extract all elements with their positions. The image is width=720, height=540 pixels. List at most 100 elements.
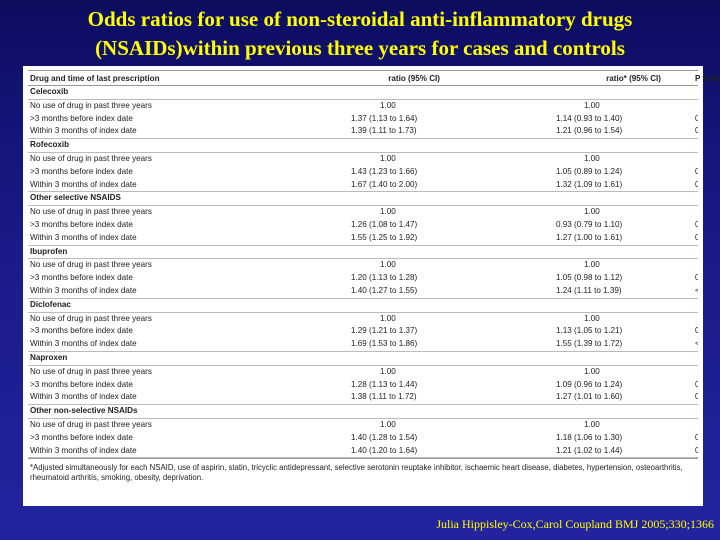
row-ratio: 1.28 (1.13 to 1.44) xyxy=(351,379,418,389)
row-p-value: 0.04 xyxy=(695,392,698,402)
row-adjusted-ratio: 1.14 (0.93 to 1.40) xyxy=(556,113,623,123)
table-row: No use of drug in past three years 1.00 1.… xyxy=(28,152,698,165)
row-label: >3 months before index date xyxy=(30,113,133,123)
group-name: Rofecoxib xyxy=(30,140,70,150)
header-ratio: ratio (95% CI) xyxy=(388,73,440,83)
row-label: >3 months before index date xyxy=(30,326,133,336)
table-group-row: Diclofenac xyxy=(28,298,698,313)
row-label: No use of drug in past three years xyxy=(30,100,152,110)
row-ratio: 1.69 (1.53 to 1.86) xyxy=(351,339,418,349)
row-label: No use of drug in past three years xyxy=(30,153,152,163)
table-group-row: Ibuprofen xyxy=(28,245,698,259)
row-p-value: 0.046 xyxy=(695,232,698,242)
group-name: Ibuprofen xyxy=(30,246,68,256)
table-group-row: Other selective NSAIDS xyxy=(28,192,698,206)
row-label: No use of drug in past three years xyxy=(30,313,152,323)
row-ratio: 1.00 xyxy=(380,260,396,270)
odds-ratio-table: Drug and time of last prescription ratio… xyxy=(28,70,720,458)
row-label: Within 3 months of index date xyxy=(30,285,137,295)
row-ratio: 1.40 (1.28 to 1.54) xyxy=(351,432,418,442)
table-group-row: Celecoxib xyxy=(28,86,698,100)
row-ratio: 1.40 (1.27 to 1.55) xyxy=(351,285,418,295)
table-group-row: Naproxen xyxy=(28,351,698,366)
row-p-value: 0.11 xyxy=(695,126,698,136)
row-adjusted-ratio: 1.32 (1.09 to 1.61) xyxy=(556,179,623,189)
table-group-row: Other non-selective NSAIDs xyxy=(28,405,698,419)
row-label: No use of drug in past three years xyxy=(30,366,152,376)
row-p-value xyxy=(693,365,698,378)
table-row: Within 3 months of index date 1.39 (1.11 … xyxy=(28,125,698,139)
row-p-value xyxy=(693,312,698,325)
table-row: Within 3 months of index date 1.69 (1.53 … xyxy=(28,338,698,352)
table-row: >3 months before index date 1.28 (1.13 to… xyxy=(28,379,698,392)
row-ratio: 1.40 (1.20 to 1.64) xyxy=(351,445,418,455)
row-p-value: 0.002 xyxy=(695,432,698,442)
row-p-value xyxy=(693,418,698,431)
row-adjusted-ratio: 0.93 (0.79 to 1.10) xyxy=(556,219,623,229)
row-p-value xyxy=(693,206,698,219)
row-ratio: 1.00 xyxy=(380,419,396,429)
row-label: >3 months before index date xyxy=(30,219,133,229)
table-header-row: Drug and time of last prescription ratio… xyxy=(28,70,720,86)
row-label: >3 months before index date xyxy=(30,166,133,176)
table-row: No use of drug in past three years 1.00 1.… xyxy=(28,418,698,431)
group-name: Celecoxib xyxy=(30,87,69,96)
table-panel: Drug and time of last prescription ratio… xyxy=(23,66,720,506)
table-row: >3 months before index date 1.20 (1.13 to… xyxy=(28,272,698,285)
row-adjusted-ratio: 1.05 (0.89 to 1.24) xyxy=(556,166,623,176)
group-name: Naproxen xyxy=(30,352,68,362)
table-row: Within 3 months of index date 1.38 (1.11 … xyxy=(28,391,698,405)
row-ratio: 1.38 (1.11 to 1.72) xyxy=(351,392,417,402)
slide-title: Odds ratios for use of non-steroidal ant… xyxy=(0,5,720,63)
group-name: Other selective NSAIDS xyxy=(30,193,121,203)
row-adjusted-ratio: 1.00 xyxy=(584,260,600,270)
row-adjusted-ratio: 1.18 (1.06 to 1.30) xyxy=(556,432,623,442)
row-ratio: 1.29 (1.21 to 1.37) xyxy=(351,326,418,336)
row-label: No use of drug in past three years xyxy=(30,419,152,429)
table-row: No use of drug in past three years 1.00 1.… xyxy=(28,365,698,378)
title-line-1: Odds ratios for use of non-steroidal ant… xyxy=(87,7,633,31)
row-ratio: 1.26 (1.08 to 1.47) xyxy=(351,219,418,229)
row-ratio: 1.20 (1.13 to 1.28) xyxy=(351,273,418,283)
row-p-value: 0.03 xyxy=(695,445,698,455)
row-p-value xyxy=(693,259,698,272)
row-adjusted-ratio: 1.27 (1.00 to 1.61) xyxy=(556,232,623,242)
table-footnote: *Adjusted simultaneously for each NSAID,… xyxy=(28,458,698,483)
table-row: No use of drug in past three years 1.00 1.… xyxy=(28,99,698,112)
table-row: Within 3 months of index date 1.55 (1.25 … xyxy=(28,232,698,246)
row-adjusted-ratio: 1.13 (1.05 to 1.21) xyxy=(556,326,623,336)
header-drug: Drug and time of last prescription xyxy=(30,73,160,83)
row-label: Within 3 months of index date xyxy=(30,392,137,402)
table-row: Within 3 months of index date 1.40 (1.27 … xyxy=(28,285,698,299)
row-ratio: 1.00 xyxy=(380,313,396,323)
row-adjusted-ratio: 1.00 xyxy=(584,207,600,217)
row-adjusted-ratio: 1.00 xyxy=(584,153,600,163)
row-adjusted-ratio: 1.21 (1.02 to 1.44) xyxy=(556,445,623,455)
table-row: No use of drug in past three years 1.00 1.… xyxy=(28,259,698,272)
row-adjusted-ratio: 1.00 xyxy=(584,419,600,429)
row-label: >3 months before index date xyxy=(30,273,133,283)
row-p-value: <0.001 xyxy=(695,339,698,349)
row-label: Within 3 months of index date xyxy=(30,126,137,136)
row-adjusted-ratio: 1.00 xyxy=(584,313,600,323)
table-row: >3 months before index date 1.37 (1.13 to… xyxy=(28,113,698,126)
header-adjusted-ratio: ratio* (95% CI) xyxy=(606,73,661,83)
table-row: Within 3 months of index date 1.67 (1.40 … xyxy=(28,179,698,192)
row-p-value: 0.22 xyxy=(695,113,698,123)
table-row: Within 3 months of index date 1.40 (1.20 … xyxy=(28,445,698,458)
table-row: No use of drug in past three years 1.00 1.… xyxy=(28,312,698,325)
group-name: Other non-selective NSAIDs xyxy=(30,406,138,416)
row-ratio: 1.55 (1.25 to 1.92) xyxy=(351,232,418,242)
table-row: >3 months before index date 1.29 (1.21 to… xyxy=(28,325,698,338)
row-p-value xyxy=(693,152,698,165)
row-adjusted-ratio: 1.00 xyxy=(584,366,600,376)
row-label: No use of drug in past three years xyxy=(30,207,152,217)
row-label: Within 3 months of index date xyxy=(30,339,137,349)
row-p-value: 0.41 xyxy=(695,219,698,229)
group-name: Diclofenac xyxy=(30,299,71,309)
row-adjusted-ratio: 1.09 (0.96 to 1.24) xyxy=(556,379,623,389)
table-group-row: Rofecoxib xyxy=(28,139,698,153)
row-ratio: 1.37 (1.13 to 1.64) xyxy=(351,113,418,123)
row-ratio: 1.00 xyxy=(380,100,396,110)
row-ratio: 1.00 xyxy=(380,153,396,163)
